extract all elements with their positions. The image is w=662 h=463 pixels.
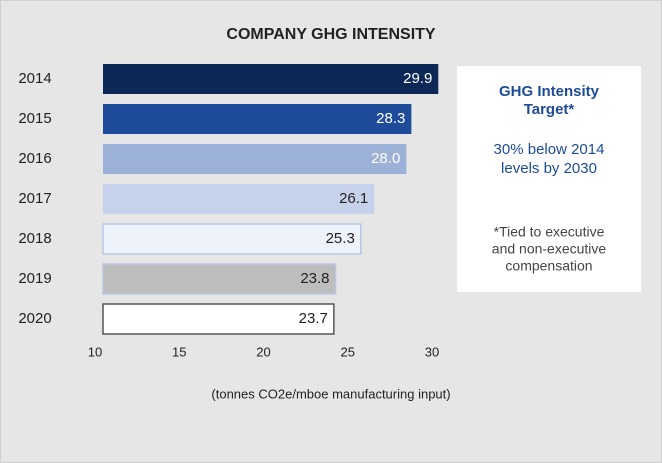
value-label: 28.3 (376, 110, 405, 127)
x-tick-label: 15 (172, 344, 186, 359)
annotation-heading: GHG Intensity (499, 83, 600, 100)
x-tick-label: 25 (341, 344, 355, 359)
bar (102, 223, 362, 255)
annotation-heading: Target* (524, 101, 575, 118)
y-tick-label: 2018 (18, 230, 51, 247)
annotation-target: 30% below 2014 (494, 141, 605, 158)
x-tick-label: 20 (256, 344, 270, 359)
x-tick-label: 30 (425, 344, 439, 359)
y-tick-label: 2016 (18, 150, 51, 167)
annotation-note: *Tied to executive (494, 224, 605, 240)
y-tick-label: 2020 (18, 310, 51, 327)
x-tick-label: 10 (88, 344, 102, 359)
value-label: 23.7 (299, 310, 328, 327)
bar (103, 184, 375, 214)
y-tick-label: 2015 (18, 110, 51, 127)
bar (102, 263, 337, 295)
bar (103, 144, 407, 174)
bar (103, 64, 439, 94)
y-tick-label: 2019 (18, 270, 51, 287)
annotation-note: compensation (505, 258, 592, 274)
bar (103, 104, 412, 134)
value-label: 25.3 (326, 230, 355, 247)
value-label: 28.0 (371, 150, 400, 167)
value-label: 26.1 (339, 190, 368, 207)
y-tick-label: 2014 (18, 70, 51, 87)
y-tick-label: 2017 (18, 190, 51, 207)
value-label: 23.8 (300, 270, 329, 287)
annotation-target: levels by 2030 (501, 160, 597, 177)
annotation-note: and non-executive (492, 241, 607, 257)
bar (102, 303, 335, 335)
annotation-box (457, 66, 641, 292)
chart-title: COMPANY GHG INTENSITY (226, 26, 436, 43)
x-axis-label: (tonnes CO2e/mboe manufacturing input) (211, 386, 450, 401)
value-label: 29.9 (403, 70, 432, 87)
